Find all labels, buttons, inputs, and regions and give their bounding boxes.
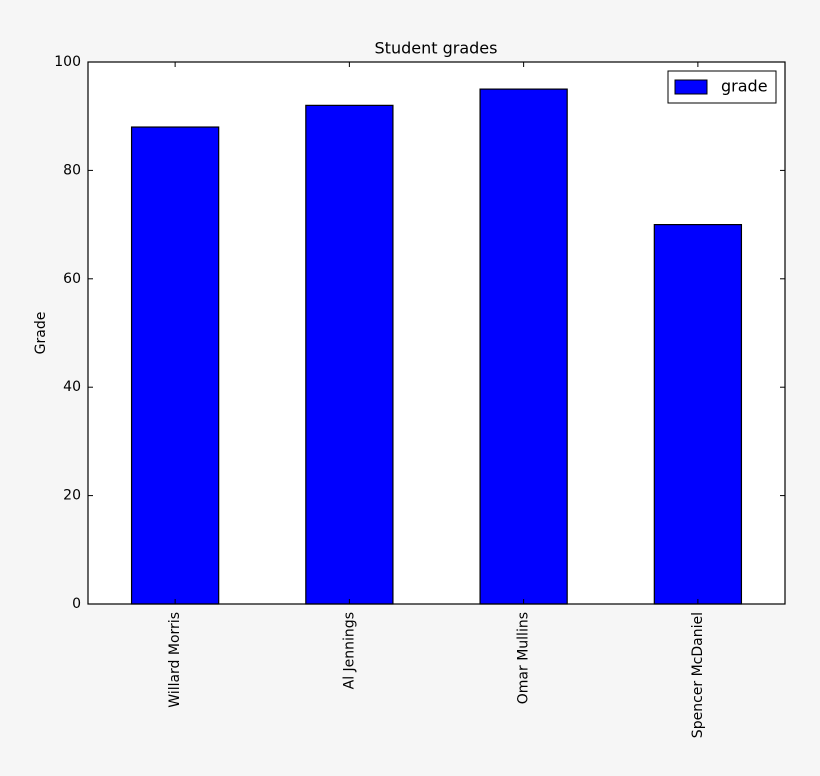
- chart-title: Student grades: [375, 39, 498, 58]
- y-tick-label: 80: [63, 162, 81, 178]
- bar: [653, 224, 743, 605]
- bar: [305, 104, 394, 605]
- plot-frame: [87, 61, 786, 605]
- y-axis-label: Grade: [33, 312, 49, 355]
- x-tick-label: Omar Mullins: [516, 612, 532, 704]
- x-tick-label: Willard Morris: [167, 612, 183, 708]
- y-tick-label: 60: [63, 271, 81, 287]
- y-tick-label: 40: [63, 379, 81, 395]
- legend-label: grade: [721, 77, 768, 96]
- legend-swatch: [674, 79, 708, 95]
- y-tick-label: 20: [63, 488, 81, 504]
- x-tick-label: Al Jennings: [341, 612, 357, 689]
- bar: [130, 126, 220, 605]
- legend-frame: [667, 70, 777, 104]
- y-tick-label: 100: [54, 54, 81, 70]
- y-tick-label: 0: [72, 596, 81, 612]
- bar: [479, 88, 568, 605]
- x-tick-label: Spencer McDaniel: [690, 612, 706, 738]
